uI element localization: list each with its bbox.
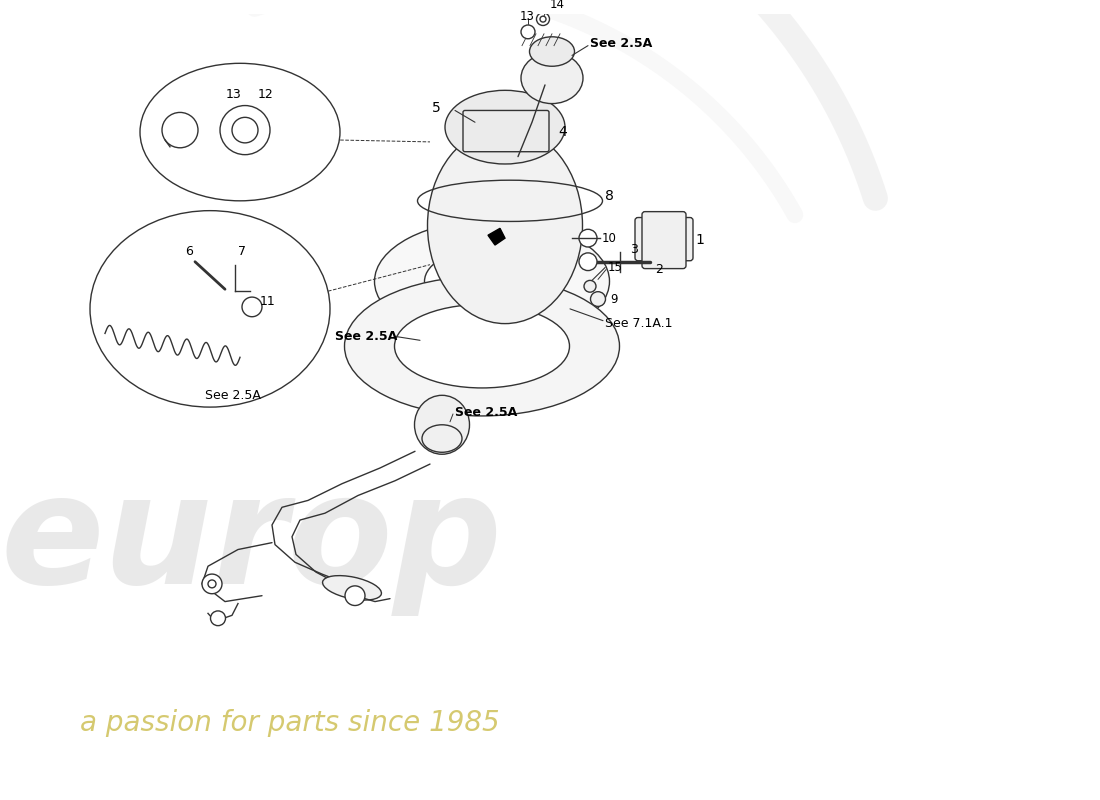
Circle shape [579,230,597,247]
Circle shape [232,118,258,143]
Ellipse shape [425,247,560,316]
Circle shape [521,25,535,38]
Text: europ: europ [0,467,502,616]
Circle shape [537,13,550,26]
Ellipse shape [521,53,583,103]
Polygon shape [488,228,505,245]
Circle shape [242,297,262,317]
Text: 2: 2 [654,263,663,276]
Ellipse shape [90,210,330,407]
Circle shape [220,106,270,154]
Text: See 2.5A: See 2.5A [590,37,652,50]
Ellipse shape [395,305,570,388]
Ellipse shape [322,576,382,600]
Text: 14: 14 [550,0,565,11]
Text: 13: 13 [226,88,242,102]
Circle shape [579,253,597,270]
FancyBboxPatch shape [635,218,693,261]
Circle shape [584,280,596,292]
Circle shape [162,113,198,148]
Text: See 2.5A: See 2.5A [336,330,397,343]
Text: 15: 15 [608,261,623,274]
Circle shape [210,611,225,626]
Text: 8: 8 [605,189,614,203]
Text: See 2.5A: See 2.5A [205,389,261,402]
Circle shape [202,574,222,594]
Text: 6: 6 [185,246,192,258]
Circle shape [208,580,216,588]
Ellipse shape [374,220,609,342]
Circle shape [591,292,605,306]
Text: 4: 4 [558,125,566,139]
Ellipse shape [422,425,462,452]
Ellipse shape [428,127,583,324]
Text: 12: 12 [258,88,274,102]
Text: 3: 3 [630,243,638,257]
Circle shape [540,16,546,22]
Text: 7: 7 [238,246,246,258]
Circle shape [345,586,365,606]
Text: 13: 13 [520,10,535,22]
FancyBboxPatch shape [463,110,549,152]
Ellipse shape [140,63,340,201]
Text: See 7.1A.1: See 7.1A.1 [605,317,672,330]
Text: 5: 5 [432,101,441,114]
Ellipse shape [344,277,619,416]
Text: See 2.5A: See 2.5A [455,406,517,418]
Text: 1: 1 [695,233,704,247]
Text: 11: 11 [260,294,276,307]
FancyBboxPatch shape [642,212,686,269]
Text: 9: 9 [610,293,617,306]
Ellipse shape [529,37,574,66]
Ellipse shape [415,395,470,454]
Text: a passion for parts since 1985: a passion for parts since 1985 [80,710,499,738]
Text: 10: 10 [602,232,617,245]
Ellipse shape [446,90,565,164]
